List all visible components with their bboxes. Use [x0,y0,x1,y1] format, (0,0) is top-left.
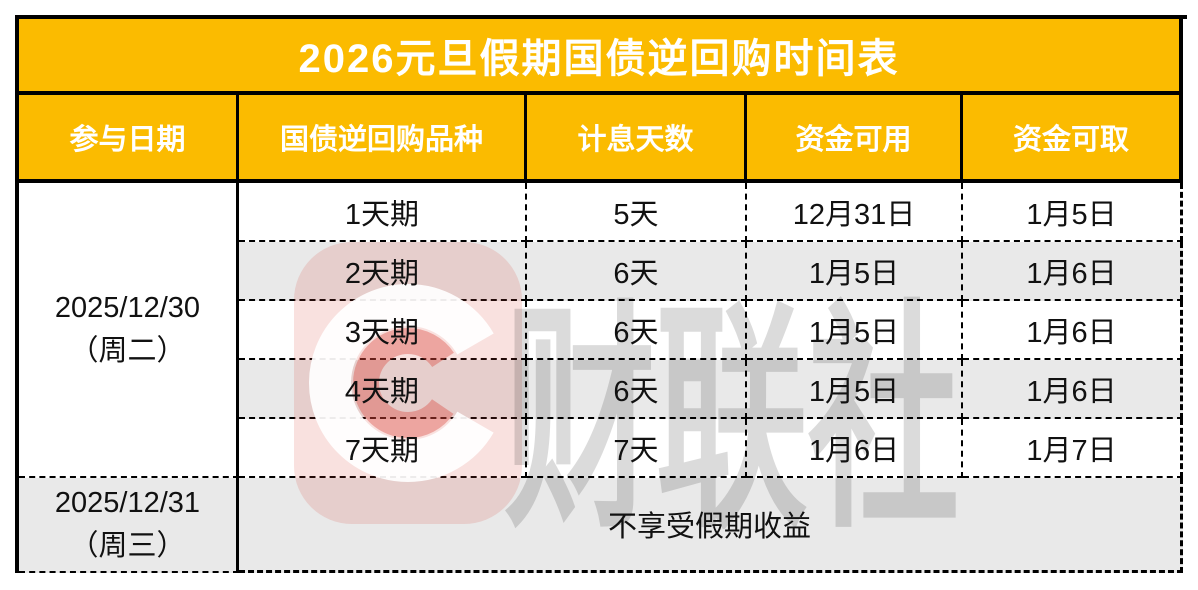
cell-text: 7天期 [344,434,420,467]
header-participation-date: 参与日期 [19,95,239,183]
cell-days: 5天 [527,183,747,242]
cell-variety: 3天期 [239,301,527,360]
table-title: 2026元旦假期国债逆回购时间表 [19,19,1183,95]
cell-available: 1月5日 [747,360,963,419]
cell-text: 1月5日 [808,316,900,349]
cell-variety: 4天期 [239,360,527,419]
cell-text: 1月6日 [808,434,900,467]
header-label: 国债逆回购品种 [279,124,483,156]
date-cell-1231: 2025/12/31 （周三） [19,478,239,573]
cell-variety: 7天期 [239,419,527,478]
cell-text: 1天期 [344,198,420,231]
cell-withdrawable: 1月5日 [963,183,1183,242]
header-label: 资金可取 [1012,124,1129,156]
cell-withdrawable: 1月6日 [963,242,1183,301]
cell-available: 12月31日 [747,183,963,242]
cell-text: 5天 [613,198,659,231]
cell-text: 7天 [613,434,659,467]
cell-text: 6天 [613,257,659,290]
cell-withdrawable: 1月6日 [963,301,1183,360]
date-line1: 2025/12/30 [54,292,201,325]
cell-withdrawable: 1月7日 [963,419,1183,478]
cell-text: 12月31日 [792,198,916,231]
header-label: 资金可用 [795,124,912,156]
header-label: 参与日期 [69,124,186,156]
cell-available: 1月5日 [747,301,963,360]
date-line1: 2025/12/31 [54,487,201,520]
cell-text: 1月6日 [1026,375,1117,408]
cell-text: 2天期 [344,257,420,290]
repo-schedule-table: 2026元旦假期国债逆回购时间表 参与日期 国债逆回购品种 计息天数 资金可用 … [15,15,1187,573]
table-title-text: 2026元旦假期国债逆回购时间表 [298,37,900,81]
header-interest-days: 计息天数 [527,95,747,183]
cell-variety: 1天期 [239,183,527,242]
cell-variety: 2天期 [239,242,527,301]
cell-days: 6天 [527,301,747,360]
cell-text: 6天 [613,316,659,349]
cell-days: 7天 [527,419,747,478]
date-cell-1230: 2025/12/30 （周二） [19,183,239,478]
date-line2: （周三） [69,529,186,562]
cell-text: 6天 [613,375,659,408]
cell-available: 1月5日 [747,242,963,301]
cell-text: 4天期 [344,375,420,408]
date-line2: （周二） [69,334,186,367]
cell-text: 1月6日 [1026,257,1117,290]
header-repo-variety: 国债逆回购品种 [239,95,527,183]
cell-text: 3天期 [344,316,420,349]
cell-text: 1月5日 [1026,198,1117,231]
cell-available: 1月6日 [747,419,963,478]
header-funds-withdrawable: 资金可取 [963,95,1183,183]
holiday-note-text: 不享受假期收益 [607,511,811,543]
cell-text: 1月5日 [808,375,900,408]
cell-days: 6天 [527,360,747,419]
header-label: 计息天数 [577,124,694,156]
cell-withdrawable: 1月6日 [963,360,1183,419]
cell-text: 1月5日 [808,257,900,290]
header-funds-available: 资金可用 [747,95,963,183]
cell-days: 6天 [527,242,747,301]
holiday-note-cell: 不享受假期收益 [239,478,1183,573]
cell-text: 1月7日 [1026,434,1117,467]
cell-text: 1月6日 [1026,316,1117,349]
